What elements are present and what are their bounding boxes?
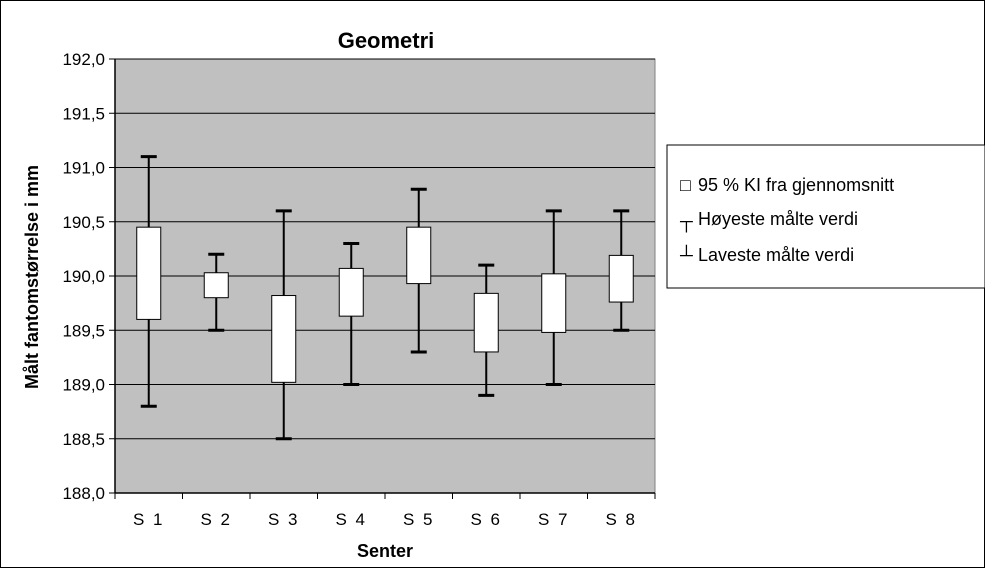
y-tick-label: 188,0 — [62, 484, 105, 503]
x-category-label: S 6 — [470, 510, 502, 529]
legend-label-max: Høyeste målte verdi — [698, 209, 858, 229]
y-tick-label: 190,0 — [62, 267, 105, 286]
y-tick-label: 192,0 — [62, 50, 105, 69]
ci-box — [406, 226, 432, 285]
ci-box — [271, 295, 297, 383]
legend-symbol-min: ┴ — [679, 244, 693, 265]
ci-box — [136, 226, 162, 320]
legend-symbol-max: ┬ — [679, 211, 693, 233]
y-tick-label: 191,5 — [62, 104, 105, 123]
y-tick-label: 190,5 — [62, 213, 105, 232]
chart-title: Geometri — [338, 28, 435, 53]
ci-box — [203, 272, 229, 299]
ci-box — [473, 292, 499, 353]
x-category-label: S 1 — [133, 510, 165, 529]
x-category-label: S 2 — [200, 510, 232, 529]
y-tick-label: 191,0 — [62, 159, 105, 178]
x-category-label: S 4 — [335, 510, 367, 529]
legend-symbol-ci: □ — [680, 175, 691, 195]
legend-label-ci: 95 % KI fra gjennomsnitt — [698, 175, 894, 195]
x-category-label: S 3 — [268, 510, 300, 529]
x-category-label: S 8 — [605, 510, 637, 529]
ci-box — [338, 267, 364, 317]
x-category-label: S 5 — [403, 510, 435, 529]
ci-box — [608, 254, 634, 303]
y-tick-label: 189,0 — [62, 376, 105, 395]
ci-box — [541, 273, 567, 333]
x-axis-title: Senter — [357, 541, 413, 561]
legend-box — [666, 144, 985, 289]
x-category-label: S 7 — [538, 510, 570, 529]
y-axis-title: Målt fantomstørrelse i mm — [22, 165, 42, 389]
y-tick-label: 188,5 — [62, 430, 105, 449]
y-tick-label: 189,5 — [62, 321, 105, 340]
legend: □ 95 % KI fra gjennomsnitt ┬ Høyeste mål… — [666, 144, 985, 289]
legend-label-min: Laveste målte verdi — [698, 245, 854, 265]
